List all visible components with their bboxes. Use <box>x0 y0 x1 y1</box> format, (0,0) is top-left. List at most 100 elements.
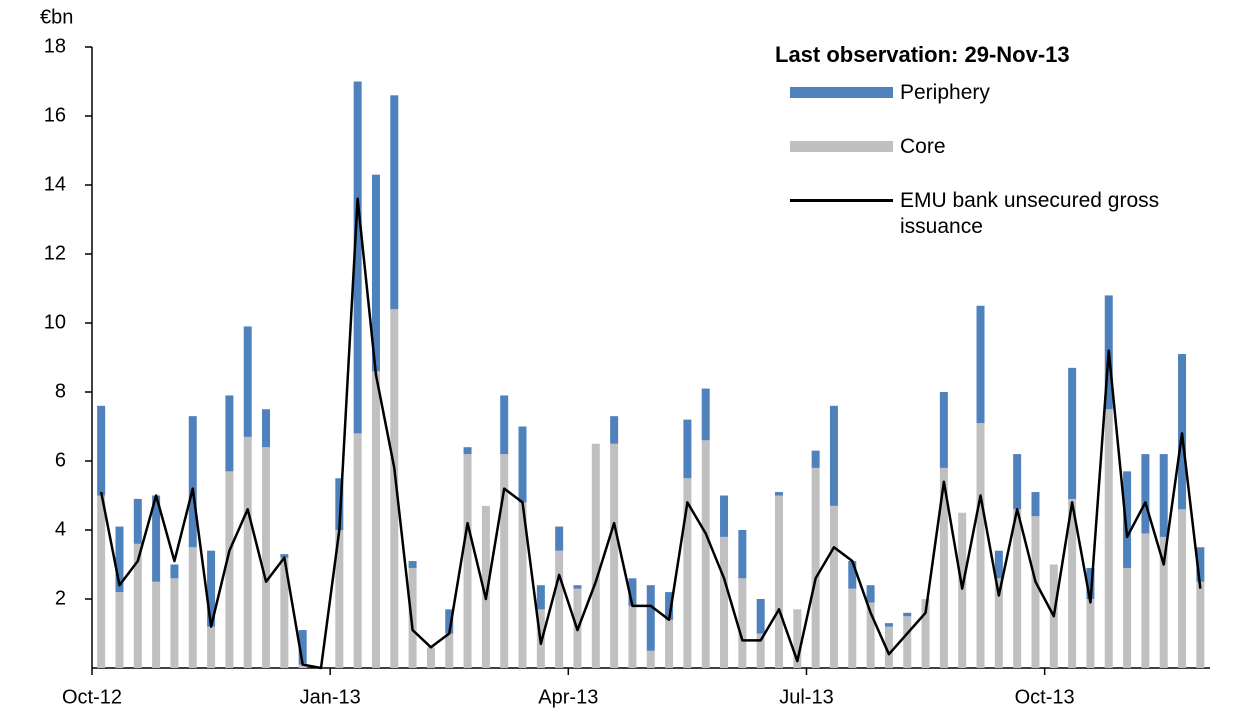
bar-segment <box>353 81 362 434</box>
bar-segment <box>646 650 655 668</box>
bar-segment <box>573 585 582 589</box>
bar-segment <box>994 578 1003 668</box>
bar-segment <box>555 550 564 668</box>
x-tick-label: Oct-13 <box>1015 686 1075 708</box>
bar-segment <box>610 443 619 668</box>
bar-segment <box>976 305 985 424</box>
bar-segment <box>829 405 838 506</box>
x-tick-label: Jul-13 <box>779 686 833 708</box>
bar-segment <box>903 616 912 668</box>
x-tick-label: Apr-13 <box>538 686 598 708</box>
bar-segment <box>463 447 472 455</box>
y-tick-label: 4 <box>55 518 66 540</box>
bar-segment <box>170 564 179 579</box>
bar-segment <box>133 543 142 668</box>
bar-segment <box>811 450 820 468</box>
bar-segment <box>628 605 637 668</box>
legend-label: Periphery <box>900 81 990 104</box>
bar-segment <box>646 585 655 651</box>
bar-segment <box>720 495 729 537</box>
bar-segment <box>1141 533 1150 668</box>
bar-segment <box>1068 367 1077 499</box>
bar-segment <box>152 581 161 668</box>
bar-segment <box>701 440 710 668</box>
bar-segment <box>1159 536 1168 668</box>
bar-segment <box>408 567 417 668</box>
bar-segment <box>1178 509 1187 668</box>
bar-segment <box>1104 409 1113 668</box>
bar-segment <box>628 578 637 606</box>
bar-segment <box>1178 354 1187 510</box>
bar-segment <box>152 495 161 582</box>
bar-segment <box>884 623 893 627</box>
y-tick-label: 6 <box>55 449 66 471</box>
bar-segment <box>939 392 948 468</box>
bar-segment <box>408 561 417 568</box>
bar-segment <box>1159 454 1168 537</box>
bar-segment <box>811 467 820 668</box>
x-tick-label: Oct-12 <box>62 686 122 708</box>
legend-swatch <box>790 87 893 98</box>
bar-segment <box>1013 454 1022 510</box>
bar-segment <box>665 592 674 620</box>
bar-segment <box>335 530 344 668</box>
bar-segment <box>756 599 765 634</box>
bar-segment <box>866 602 875 668</box>
bar-segment <box>1123 471 1132 568</box>
bar-segment <box>775 495 783 668</box>
bar-segment <box>921 599 930 668</box>
bar-segment <box>97 405 106 496</box>
bar-segment <box>463 454 472 668</box>
bar-segment <box>738 578 747 668</box>
bar-segment <box>536 585 545 610</box>
bar-segment <box>976 423 985 668</box>
bar-segment <box>518 502 527 668</box>
legend-label: Core <box>900 135 946 158</box>
y-axis-label: €bn <box>40 6 73 28</box>
bar-segment <box>262 447 271 668</box>
bar-segment <box>243 436 252 668</box>
line <box>99 197 1202 670</box>
bar-segment <box>958 512 967 668</box>
legend-swatch <box>790 199 893 202</box>
bar-segment <box>207 626 216 668</box>
bar-segment <box>371 371 380 668</box>
bar-segment <box>884 626 893 668</box>
bar-segment <box>1068 498 1077 668</box>
bar-segment <box>298 630 307 665</box>
bar-segment <box>720 536 729 668</box>
y-tick-label: 16 <box>44 104 66 126</box>
bar-segment <box>793 609 802 668</box>
bar-segment <box>207 550 216 627</box>
bar-segment <box>738 530 747 579</box>
bar-segment <box>445 633 454 668</box>
bar-segment <box>188 416 197 548</box>
bar-segment <box>1013 509 1022 668</box>
y-tick-label: 18 <box>44 35 66 57</box>
bar-segment <box>1196 547 1205 582</box>
bar-segment <box>866 585 875 603</box>
bar-segment <box>500 395 509 455</box>
bar-segment <box>683 419 692 479</box>
bar-segment <box>829 505 838 668</box>
legend-swatch <box>790 141 893 152</box>
bar-segment <box>170 578 179 668</box>
bar-segment <box>848 561 857 589</box>
y-tick-label: 10 <box>44 311 66 333</box>
bar-segment <box>591 443 600 668</box>
y-tick-label: 14 <box>44 173 66 195</box>
bar-segment <box>500 454 509 668</box>
bar-segment <box>262 409 271 448</box>
bar-segment <box>555 526 564 551</box>
y-tick-label: 2 <box>55 587 66 609</box>
bar-segment <box>775 492 783 496</box>
bar-segment <box>1141 454 1150 534</box>
bar-segment <box>390 309 399 668</box>
bar-segment <box>756 633 765 668</box>
bar-segment <box>1123 567 1132 668</box>
bar-segment <box>280 557 289 668</box>
bar-segment <box>701 388 710 441</box>
bar-segment <box>1031 492 1040 517</box>
